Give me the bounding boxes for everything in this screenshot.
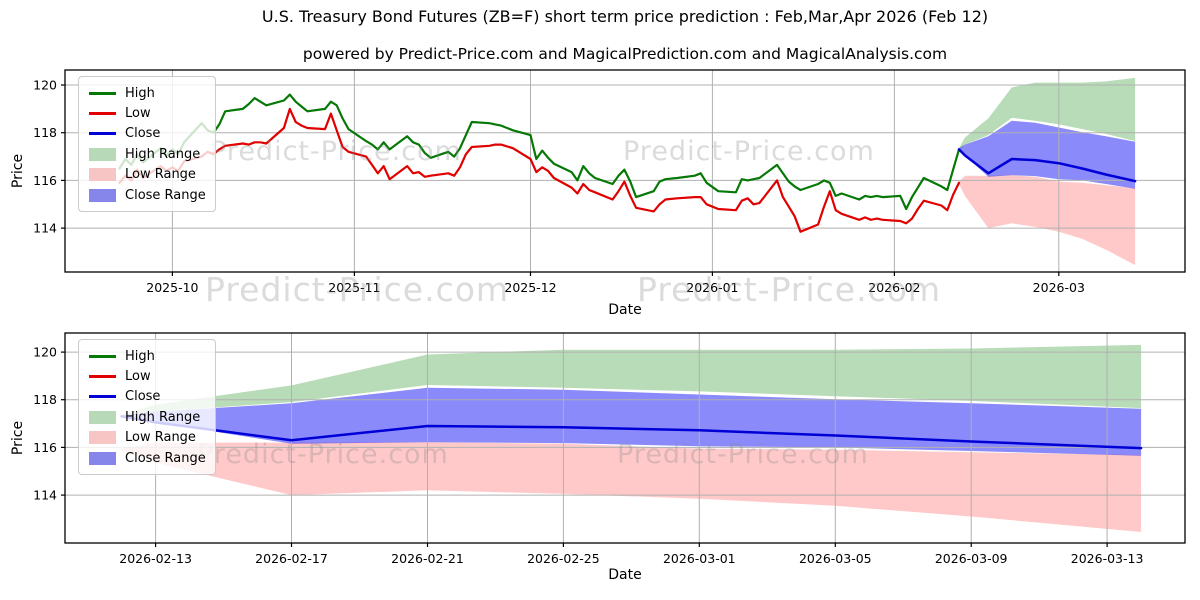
x-tick-label: 2026-02-21	[391, 551, 464, 566]
legend-item: High	[79, 346, 215, 366]
legend-item: Close Range	[79, 185, 215, 205]
plot-frame	[64, 69, 1186, 273]
legend-item-label: High	[125, 348, 155, 364]
page-title: U.S. Treasury Bond Futures (ZB=F) short …	[261, 7, 989, 26]
watermark-text: Predict-Price.com	[637, 270, 942, 309]
y-tick-label: 118	[33, 392, 57, 407]
high-range-band	[959, 77, 1136, 151]
y-tick-label: 120	[33, 345, 57, 360]
x-tick-label: 2026-03	[1033, 280, 1085, 295]
legend-item: Low Range	[79, 428, 215, 448]
x-tick-label: 2026-03-09	[935, 551, 1008, 566]
x-tick-label: 2025-11	[328, 280, 380, 295]
close-swatch	[89, 132, 116, 136]
legend-bottom: High Low Close High Range Low Range Close Ran…	[78, 339, 216, 476]
x-tick-label: 2026-03-05	[799, 551, 872, 566]
high-range-band	[121, 344, 1142, 418]
low-swatch	[89, 112, 116, 116]
price-axis-label-bottom: Price	[10, 420, 26, 456]
close-swatch	[89, 395, 116, 399]
powered-by-subtitle: powered by Predict-Price.com and Magical…	[302, 45, 948, 63]
legend-item-label: Low Range	[125, 430, 196, 446]
legend-item-label: High Range	[125, 146, 201, 162]
y-tick-label: 114	[33, 488, 57, 503]
bottom-chart: 2026-02-13 2026-02-17 2026-02-21 2026-02-25…	[33, 332, 1186, 566]
date-axis-label-bottom: Date	[608, 567, 642, 583]
y-tick-label: 116	[33, 173, 57, 188]
high-line	[118, 93, 961, 211]
legend-item: High Range	[79, 407, 215, 427]
y-tick-label: 116	[33, 440, 57, 455]
watermark-text: Predict-Price.com	[617, 439, 869, 470]
x-tick-label: 2025-10	[146, 280, 198, 295]
x-tick-label: 2025-12	[504, 280, 556, 295]
legend-item-label: Close Range	[125, 187, 206, 203]
low-range-band	[959, 175, 1136, 266]
legend-item: Close	[79, 387, 215, 407]
y-tick-label: 120	[33, 78, 57, 93]
x-tick-label: 2026-01	[686, 280, 738, 295]
legend-item-label: Low	[125, 369, 151, 385]
legend-item-label: High	[125, 85, 155, 101]
date-axis-label-top: Date	[608, 302, 642, 318]
legend-item: Low Range	[79, 165, 215, 185]
low-range-swatch	[89, 431, 116, 445]
low-range-band	[121, 442, 1142, 532]
legend-item: High	[79, 83, 215, 103]
x-tick-label: 2026-03-01	[663, 551, 736, 566]
legend-item: High Range	[79, 144, 215, 164]
low-line	[118, 107, 961, 233]
x-tick-label: 2026-03-13	[1071, 551, 1144, 566]
close-range-swatch	[89, 451, 116, 465]
legend-item-label: Close	[125, 126, 161, 142]
x-tick-label: 2026-02-17	[255, 551, 328, 566]
watermark-text: Predict-Price.com	[210, 136, 462, 167]
high-range-swatch	[89, 410, 116, 424]
close-range-swatch	[89, 188, 116, 202]
legend-top: High Low Close High Range Low Range Close Ran…	[78, 76, 216, 213]
legend-item: Close	[79, 124, 215, 144]
x-tick-label: 2026-02	[868, 280, 920, 295]
legend-item-label: Close Range	[125, 450, 206, 466]
x-tick-label: 2026-02-25	[527, 551, 600, 566]
high-range-swatch	[89, 147, 116, 161]
legend-item: Close Range	[79, 448, 215, 468]
plot-frame	[64, 332, 1186, 544]
top-chart: 2025-10 2025-11 2025-12 2026-01 2026-02 2026-…	[33, 69, 1186, 295]
y-tick-label: 118	[33, 125, 57, 140]
legend-item-label: Close	[125, 389, 161, 405]
legend-item-label: High Range	[125, 409, 201, 425]
legend-item-label: Low Range	[125, 167, 196, 183]
low-range-swatch	[89, 168, 116, 182]
x-tick-label: 2026-02-13	[119, 551, 192, 566]
high-swatch	[89, 91, 116, 95]
watermark-text: Predict-Price.com	[197, 439, 449, 470]
y-tick-label: 114	[33, 221, 57, 236]
legend-item-label: Low	[125, 106, 151, 122]
watermark-text: Predict-Price.com	[205, 270, 510, 309]
watermark-text: Predict-Price.com	[623, 136, 875, 167]
close-line	[957, 148, 1137, 183]
low-swatch	[89, 375, 116, 379]
legend-item: Low	[79, 103, 215, 123]
price-axis-label-top: Price	[10, 153, 26, 189]
legend-item: Low	[79, 366, 215, 386]
high-swatch	[89, 354, 116, 358]
